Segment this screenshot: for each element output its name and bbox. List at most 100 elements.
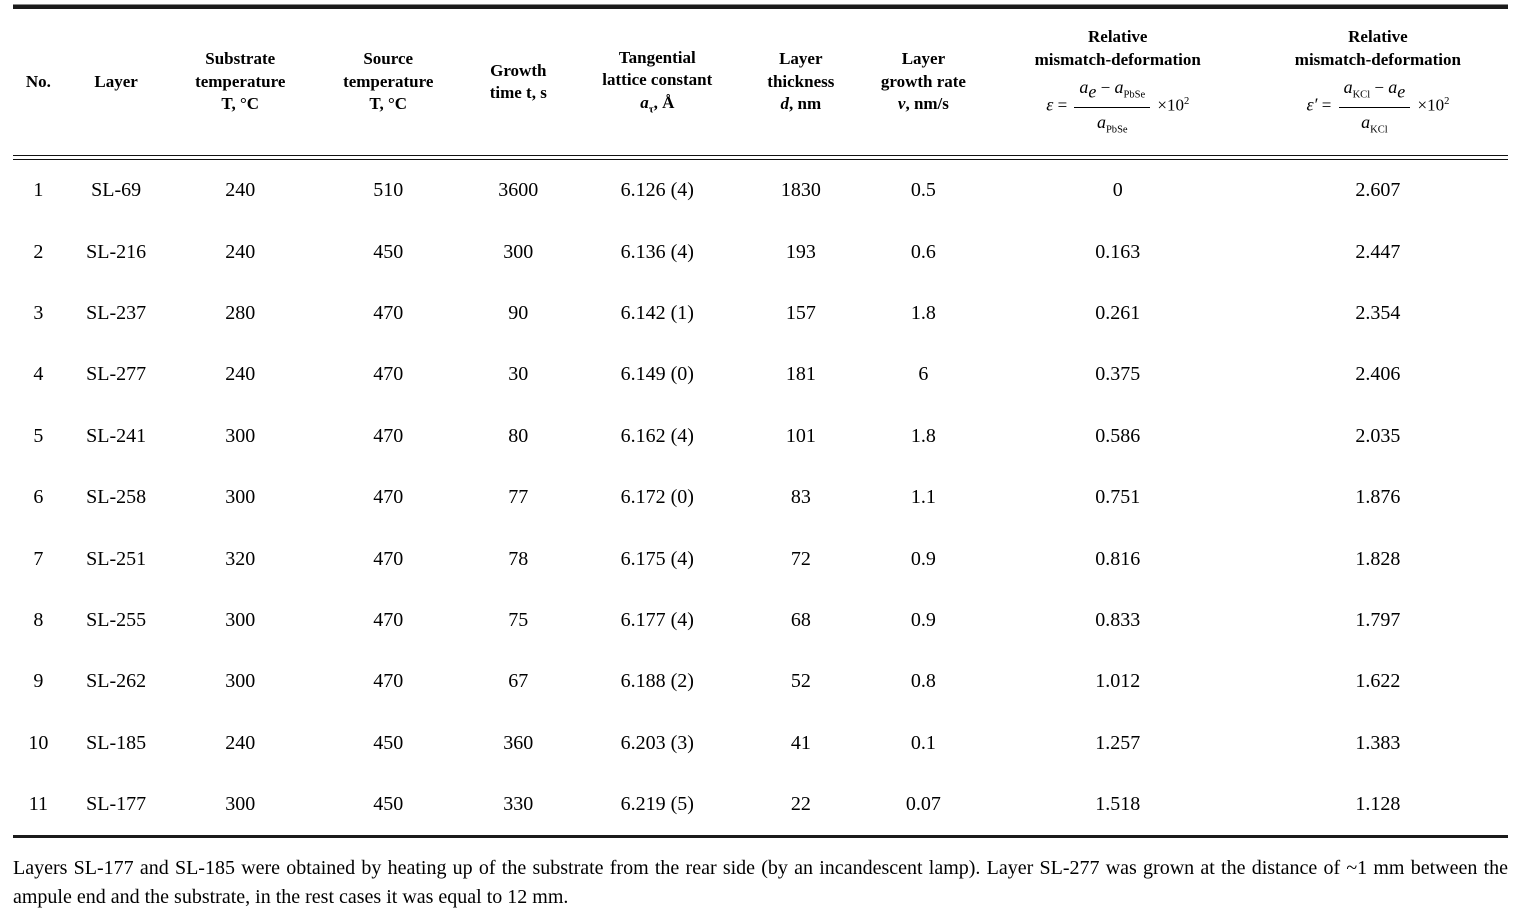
header-line: lattice constant xyxy=(602,70,713,90)
table-cell: 0.07 xyxy=(905,793,941,816)
equals-sign: = xyxy=(1321,95,1332,115)
header-line: Tangential xyxy=(618,47,696,67)
table-cell: SL-185 xyxy=(86,731,147,754)
header-line: T, °C xyxy=(221,94,260,114)
thickness-units: , nm xyxy=(789,94,822,114)
table-cell: 1.876 xyxy=(1355,486,1401,509)
table-cell: 11 xyxy=(28,793,49,816)
header-line: Relative xyxy=(1348,27,1408,47)
table-cell: SL-277 xyxy=(86,363,147,386)
epsilon-prime-symbol: ε′ xyxy=(1306,94,1318,115)
table-cell: 240 xyxy=(225,179,256,202)
epsilon-formula: ε = ae − aPbSe aPbSe ×102 xyxy=(990,76,1246,137)
header-line: mismatch-deformation xyxy=(1294,49,1461,69)
column-header-no: No. xyxy=(13,9,64,155)
table-cell: 41 xyxy=(790,731,811,754)
header-line: Growth xyxy=(490,60,547,80)
table-cell: 1 xyxy=(33,179,44,202)
growth-rate-symbol: v xyxy=(897,94,906,114)
table-cell: 300 xyxy=(225,608,256,631)
table-row: 8 SL-255 300 470 75 6.177 (4) 68 0.9 0.833 1.797 xyxy=(13,590,1508,651)
column-header-layer-growth-rate: Layer growth rate v, nm/s xyxy=(859,9,988,155)
table-cell: 6.149 (0) xyxy=(620,363,694,386)
table-cell: 0.261 xyxy=(1095,301,1141,324)
table-cell: 300 xyxy=(225,670,256,693)
table-cell: 6.203 (3) xyxy=(620,731,694,754)
table-cell: 1.8 xyxy=(910,301,936,324)
table-cell: 300 xyxy=(225,793,256,816)
table-cell: SL-69 xyxy=(91,179,142,202)
table-cell: 300 xyxy=(225,424,256,447)
table-cell: 240 xyxy=(225,363,256,386)
header-separator-rule xyxy=(13,155,1508,160)
growth-parameters-table-body: 1 SL-69 240 510 3600 6.126 (4) 1830 0.5 0 2.607 2 S… xyxy=(13,160,1508,835)
table-cell: 1.8 xyxy=(910,424,936,447)
table-cell: 320 xyxy=(225,547,256,570)
table-cell: 7 xyxy=(33,547,44,570)
table-cell: 52 xyxy=(790,670,811,693)
table-row: 5 SL-241 300 470 80 6.162 (4) 101 1.8 0.586 2.035 xyxy=(13,406,1508,467)
table-cell: 450 xyxy=(373,731,404,754)
table-row: 7 SL-251 320 470 78 6.175 (4) 72 0.9 0.816 1.828 xyxy=(13,528,1508,589)
header-row: No. Layer Substrate temperature T, °C So… xyxy=(13,9,1508,155)
table-cell: 450 xyxy=(373,793,404,816)
table-row: 10 SL-185 240 450 360 6.203 (3) 41 0.1 1.257 1.38… xyxy=(13,713,1508,774)
table-cell: 80 xyxy=(508,424,529,447)
table-row: 2 SL-216 240 450 300 6.136 (4) 193 0.6 0.163 2.44… xyxy=(13,221,1508,282)
table-cell: 101 xyxy=(785,424,816,447)
header-line: thickness xyxy=(767,71,835,91)
table-cell: 1.828 xyxy=(1355,547,1401,570)
table-cell: 0.9 xyxy=(910,608,936,631)
table-cell: 470 xyxy=(373,608,404,631)
header-label: No. xyxy=(25,71,51,91)
table-cell: 68 xyxy=(790,608,811,631)
growth-rate-units: , nm/s xyxy=(905,94,949,114)
table-cell: 1.257 xyxy=(1095,731,1141,754)
table-row: 11 SL-177 300 450 330 6.219 (5) 22 0.07 1.518 1.1… xyxy=(13,774,1508,835)
table-cell: 6.172 (0) xyxy=(620,486,694,509)
header-line: temperature xyxy=(343,71,434,91)
table-cell: 470 xyxy=(373,547,404,570)
table-cell: 6.136 (4) xyxy=(620,240,694,263)
table-cell: SL-251 xyxy=(86,547,147,570)
table-cell: 470 xyxy=(373,486,404,509)
header-label: Layer xyxy=(94,71,138,91)
table-cell: 0.9 xyxy=(910,547,936,570)
table-cell: SL-258 xyxy=(86,486,147,509)
table-cell: SL-262 xyxy=(86,670,147,693)
table-cell: 90 xyxy=(508,301,529,324)
table-cell: 0.816 xyxy=(1095,547,1141,570)
table-cell: 470 xyxy=(373,301,404,324)
table-cell: 72 xyxy=(790,547,811,570)
table-cell: 450 xyxy=(373,240,404,263)
table-cell: 30 xyxy=(508,363,529,386)
table-cell: 6.188 (2) xyxy=(620,670,694,693)
table-cell: 1.518 xyxy=(1095,793,1141,816)
table-cell: 280 xyxy=(225,301,256,324)
table-bottom-rule xyxy=(13,835,1508,839)
table-cell: 0.163 xyxy=(1095,240,1141,263)
table-cell: 0.5 xyxy=(910,179,936,202)
table-cell: 470 xyxy=(373,670,404,693)
fraction-denominator: aKCl xyxy=(1361,112,1388,136)
fraction: aKCl − ae aKCl xyxy=(1338,76,1411,137)
table-cell: 193 xyxy=(785,240,816,263)
header-symbol-line: v, nm/s xyxy=(861,93,986,115)
table-cell: 3600 xyxy=(498,179,539,202)
table-cell: 22 xyxy=(790,793,811,816)
column-header-growth-time: Growth time t, s xyxy=(464,9,572,155)
table-cell: 0.375 xyxy=(1095,363,1141,386)
lattice-constant-symbol: a xyxy=(640,92,649,112)
header-line: Relative xyxy=(1088,27,1148,47)
table-cell: 1.797 xyxy=(1355,608,1401,631)
header-line: T, °C xyxy=(369,94,408,114)
column-header-layer: Layer xyxy=(64,9,169,155)
table-top-rule xyxy=(13,4,1508,9)
header-line: growth rate xyxy=(880,71,966,91)
table-cell: 0.6 xyxy=(910,240,936,263)
table-cell: 0.833 xyxy=(1095,608,1141,631)
exponent: 2 xyxy=(1444,96,1450,108)
table-cell: 9 xyxy=(33,670,44,693)
column-header-substrate-temperature: Substrate temperature T, °C xyxy=(168,9,312,155)
table-cell: 360 xyxy=(503,731,534,754)
